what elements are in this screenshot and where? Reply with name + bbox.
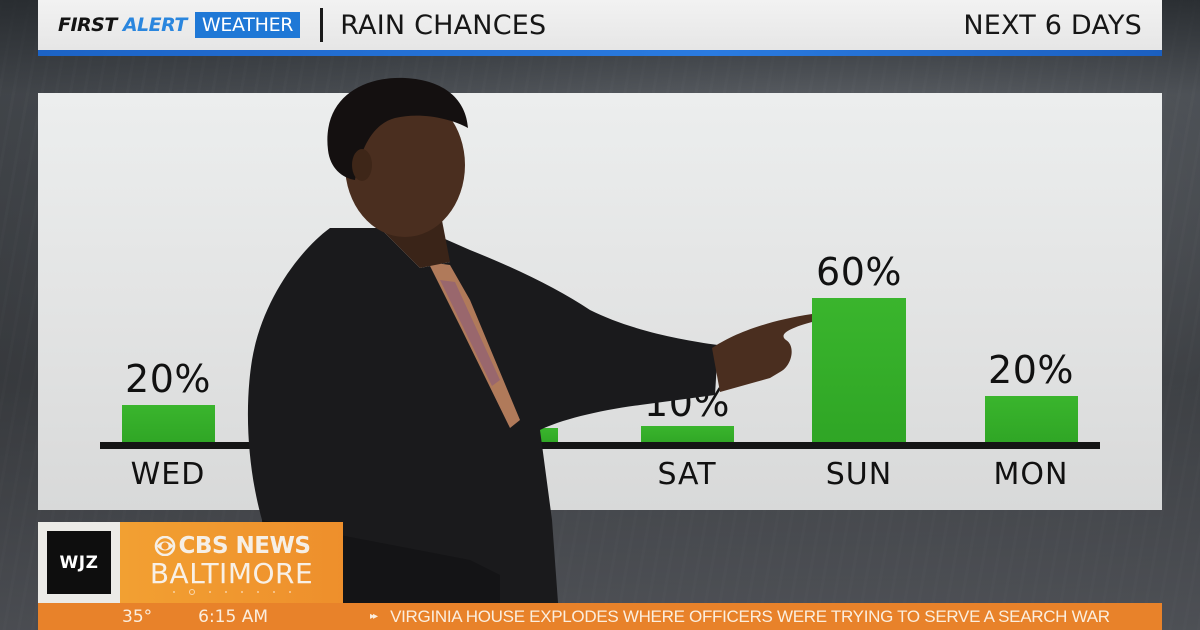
page-title: RAIN CHANCES [340, 9, 547, 41]
bar-mon [985, 396, 1078, 445]
value-label-mon: 20% [988, 348, 1074, 392]
news-ticker: 35° 6:15 AM ▸▸ VIRGINIA HOUSE EXPLODES W… [38, 603, 1162, 630]
ticker-headline: VIRGINIA HOUSE EXPLODES WHERE OFFICERS W… [390, 606, 1110, 626]
header-bar: FIRST ALERT WEATHER RAIN CHANCES NEXT 6 … [38, 0, 1162, 50]
forecast-range: NEXT 6 DAYS [963, 9, 1142, 41]
brand-alert: ALERT [122, 14, 188, 36]
value-label-sun: 60% [816, 250, 902, 294]
current-time: 6:15 AM [198, 606, 269, 627]
first-alert-weather-logo: FIRST ALERT WEATHER [58, 12, 301, 38]
cbs-news-baltimore-logo: CBS NEWS BALTIMORE [120, 522, 343, 603]
value-label-sat: 10% [644, 381, 730, 425]
brand-weather: WEATHER [194, 12, 301, 38]
wjz-logo-text: WJZ [47, 531, 111, 594]
value-label-wed: 20% [125, 357, 211, 401]
bar-wed [122, 405, 215, 445]
wjz-logo: WJZ [38, 522, 120, 603]
bar-sun [812, 298, 906, 445]
day-label-sun: SUN [825, 457, 893, 492]
header-divider [320, 8, 324, 42]
cbs-eye-icon [154, 535, 175, 556]
decorative-dots [172, 588, 291, 595]
day-label-sat: SAT [657, 457, 717, 492]
chart-baseline [100, 442, 1100, 449]
current-temperature: 35° [122, 606, 153, 627]
day-label-mon: MON [993, 457, 1069, 492]
day-label-wed: WED [130, 457, 206, 492]
network-name: CBS NEWS [178, 532, 311, 559]
station-logo-bug: WJZ CBS NEWS BALTIMORE [38, 522, 343, 603]
header-underline [38, 50, 1162, 56]
double-chevron-icon: ▸▸ [370, 611, 378, 622]
city-name: BALTIMORE [149, 556, 314, 590]
brand-first: FIRST [58, 14, 117, 36]
